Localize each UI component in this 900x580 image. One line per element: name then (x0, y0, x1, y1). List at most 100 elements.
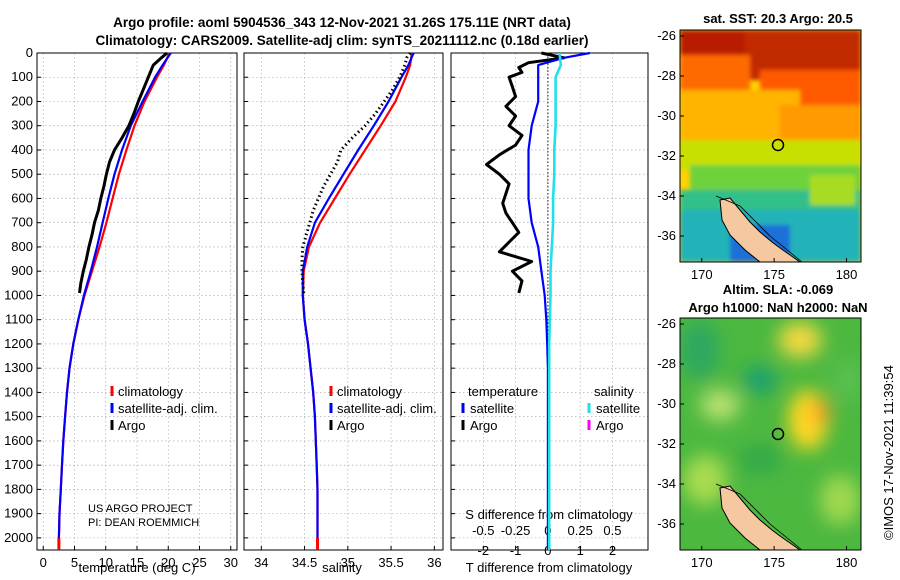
map-x-tick-label: 170 (691, 267, 713, 282)
y-tick-label: 2000 (4, 530, 33, 545)
y-tick-label: 1400 (4, 384, 33, 399)
figure-title-line2: Climatology: CARS2009. Satellite-adj cli… (96, 33, 589, 48)
map-y-tick-label: -36 (657, 516, 676, 531)
y-tick-label: 1100 (5, 312, 33, 327)
x-tick-label-t: -2 (478, 543, 490, 558)
series-t-satellite (527, 51, 591, 550)
y-tick-label: 700 (11, 215, 33, 230)
map-x-tick-label: 175 (763, 267, 785, 282)
y-tick-label: 1500 (4, 409, 33, 424)
x-tick-label-s: 0.25 (568, 523, 593, 538)
x-tick-label: 35.5 (378, 555, 403, 570)
sst-map-frame (679, 29, 862, 263)
x-tick-label: 36 (427, 555, 441, 570)
y-tick-label: 200 (11, 93, 33, 108)
legend-label: climatology (337, 384, 403, 399)
series-satellite-adj (301, 52, 415, 550)
legend-label: climatology (118, 384, 184, 399)
legend-label: satellite (596, 401, 640, 416)
y-tick-label: 900 (11, 263, 33, 278)
y-tick-label: 1800 (4, 481, 33, 496)
x-tick-label: 10 (99, 555, 113, 570)
project-label: US ARGO PROJECT (88, 503, 193, 515)
legend-label: satellite-adj. clim. (118, 401, 218, 416)
map-y-tick-label: -32 (657, 436, 676, 451)
salinity-panel: 34 34.5 35 35.5 36 salinity climatology satelli… (243, 52, 444, 575)
y-tick-label: 0 (26, 45, 33, 60)
map-y-tick-label: -34 (657, 476, 676, 491)
y-tick-label: 1300 (4, 360, 33, 375)
series-argo (300, 52, 412, 294)
map-y-tick-label: -30 (657, 108, 676, 123)
y-tick-label: 1700 (4, 457, 33, 472)
map-y-tick-label: -32 (657, 148, 676, 163)
map-y-tick-label: -26 (657, 28, 676, 43)
y-tick-label: 800 (11, 239, 33, 254)
map-x-tick-label: 180 (836, 555, 858, 570)
x-tick-label: 20 (161, 555, 175, 570)
x-tick-label-s: -0.25 (501, 523, 531, 538)
sst-map-title: sat. SST: 20.3 Argo: 20.5 (703, 11, 853, 26)
x-tick-label-t: -1 (510, 543, 522, 558)
x-tick-label: 34.5 (292, 555, 317, 570)
legend-label: satellite (470, 401, 514, 416)
series-argo (78, 51, 168, 294)
map-y-tick-label: -26 (657, 316, 676, 331)
x-tick-label-s: -0.5 (472, 523, 494, 538)
sla-map-panel: Altim. SLA: -0.069 Argo h1000: NaN h2000… (657, 282, 867, 570)
y-tick-label: 1200 (4, 336, 33, 351)
plot-frame (243, 52, 444, 551)
argo-location-marker-sla (771, 427, 785, 441)
series-s-satellite (547, 52, 563, 550)
legend-label: Argo (596, 418, 623, 433)
y-tick-label: 1600 (4, 433, 33, 448)
y-tick-label: 1000 (4, 287, 33, 302)
sla-heatmap (680, 318, 861, 550)
series-climatology (57, 52, 171, 550)
temperature-panel: 0 5 10 15 20 25 300100200300400500600700800900… (4, 45, 238, 575)
y-tick-label: 100 (11, 69, 33, 84)
y-tick-label: 600 (11, 190, 33, 205)
map-y-tick-label: -36 (657, 228, 676, 243)
pi-label: PI: DEAN ROEMMICH (88, 517, 199, 529)
sst-map-panel: sat. SST: 20.3 Argo: 20.5 170 175 1 (657, 11, 862, 282)
x-tick-label-s: 0.5 (603, 523, 621, 538)
x-axis-label: temperature (deg C) (78, 560, 195, 575)
x-tick-label: 30 (224, 555, 238, 570)
sla-map-title-line1: Altim. SLA: -0.069 (723, 282, 834, 297)
x-tick-label-t: 1 (577, 543, 584, 558)
legend-label: satellite-adj. clim. (337, 401, 437, 416)
map-y-tick-label: -34 (657, 188, 676, 203)
y-tick-label: 1900 (4, 506, 33, 521)
map-y-tick-label: -30 (657, 396, 676, 411)
map-x-tick-label: 175 (763, 555, 785, 570)
legend-title-s: salinity (594, 384, 634, 399)
map-x-tick-label: 180 (836, 267, 858, 282)
x-tick-label: 15 (130, 555, 144, 570)
series-satellite-adj (57, 52, 172, 550)
legend-title-t: temperature (468, 384, 538, 399)
x-axis-label: salinity (322, 560, 362, 575)
y-tick-label: 300 (11, 118, 33, 133)
series-climatology (301, 52, 413, 550)
legend-label: Argo (118, 418, 145, 433)
x-tick-label-t: 0 (544, 543, 551, 558)
argo-location-marker (771, 138, 785, 152)
x-tick-label: 5 (71, 555, 78, 570)
sla-map-frame (679, 317, 862, 551)
x-tick-label: 25 (192, 555, 206, 570)
x-axis-label: T difference from climatology (466, 560, 633, 575)
map-x-tick-label: 170 (691, 555, 713, 570)
series-t-argo (485, 51, 566, 294)
legend-label: Argo (337, 418, 364, 433)
x-tick-label: 35 (341, 555, 355, 570)
credit-stamp: ©IMOS 17-Nov-2021 11:39:54 (881, 365, 896, 540)
y-tick-label: 400 (11, 142, 33, 157)
x-tick-label-t: 2 (609, 543, 616, 558)
map-y-tick-label: -28 (657, 356, 676, 371)
figure-title-line1: Argo profile: aoml 5904536_343 12-Nov-20… (113, 15, 571, 30)
map-y-tick-label: -28 (657, 68, 676, 83)
x-tick-label: 34 (254, 555, 268, 570)
